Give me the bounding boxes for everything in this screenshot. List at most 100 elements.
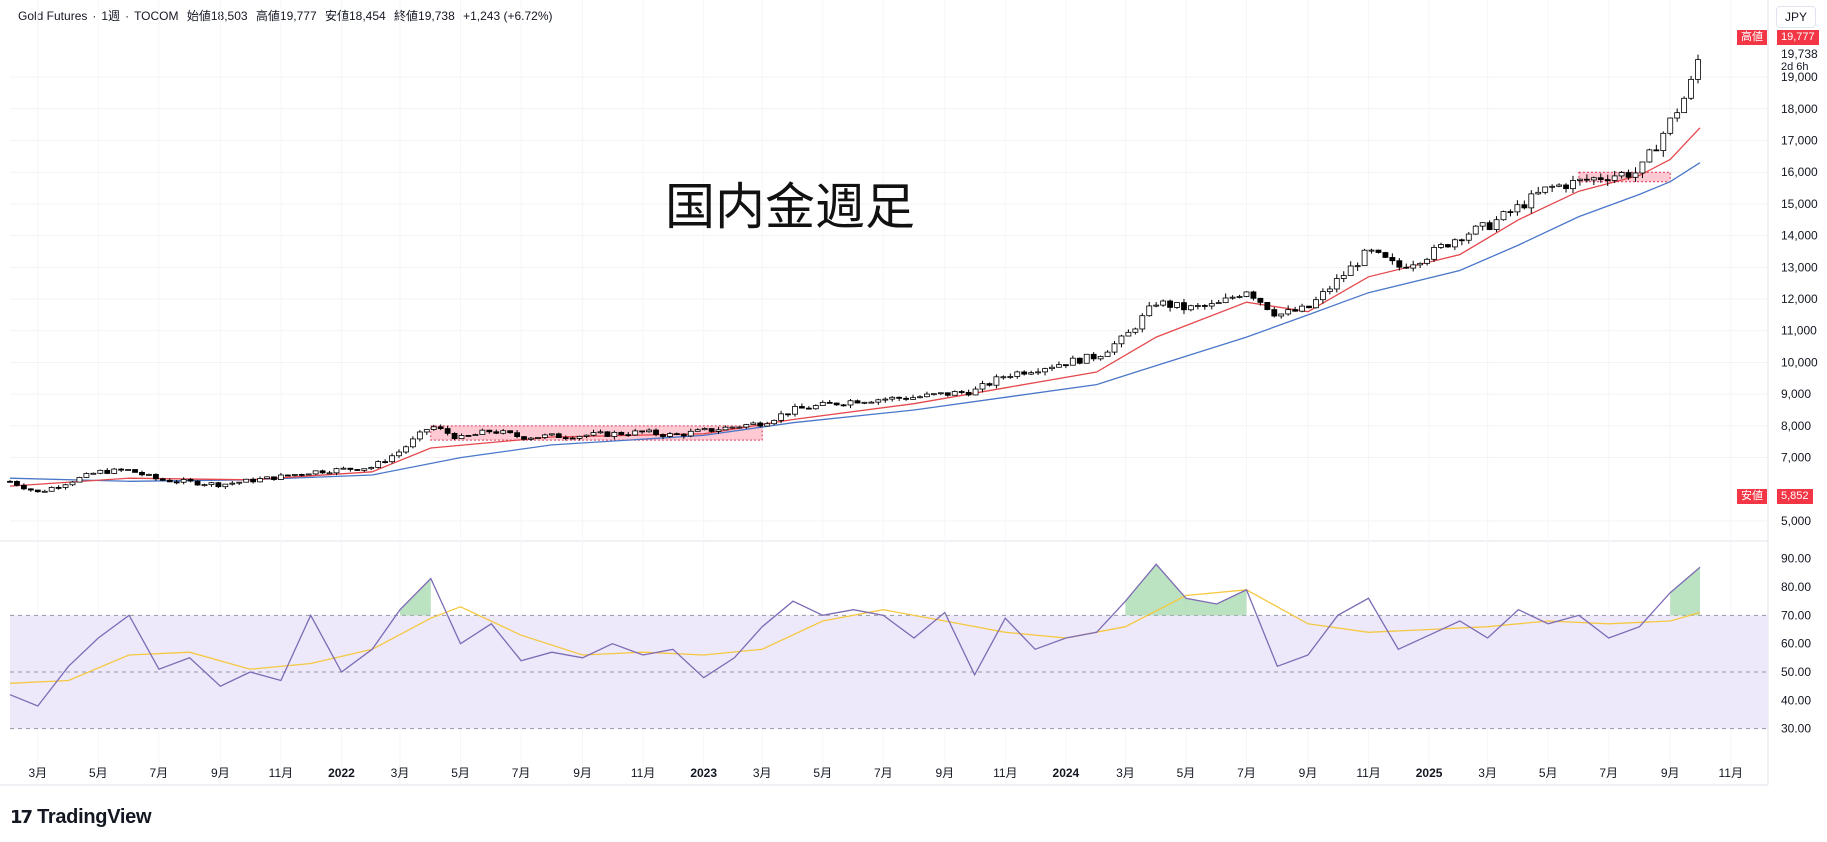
candle-body	[375, 461, 382, 468]
candle-body	[76, 477, 83, 483]
candle-body	[48, 487, 55, 492]
time-tick-label: 9月	[1661, 766, 1680, 780]
candle-body	[1403, 266, 1410, 269]
candle-body	[423, 429, 430, 433]
candle-body	[833, 402, 840, 406]
candle-body	[555, 433, 562, 438]
candle-body	[861, 401, 868, 404]
candle-body	[368, 467, 375, 470]
candle-body	[159, 478, 166, 481]
candle-body	[896, 396, 903, 399]
candle-body	[507, 430, 514, 434]
time-tick-label: 3月	[753, 766, 772, 780]
price-tick-label: 8,000	[1781, 419, 1811, 433]
time-tick-label: 5月	[813, 766, 832, 780]
candle-body	[1292, 309, 1299, 312]
candle-body	[444, 428, 451, 434]
candle-body	[430, 426, 437, 430]
candle-body	[576, 435, 583, 439]
time-tick-label: 11月	[1719, 766, 1743, 780]
currency-button[interactable]: JPY	[1776, 6, 1816, 28]
candle-body	[396, 451, 402, 457]
candle-body	[1278, 313, 1285, 317]
time-tick-label: 9月	[211, 766, 230, 780]
interval[interactable]: 1週	[101, 9, 121, 23]
candle-body	[1556, 184, 1562, 187]
candle-body	[500, 430, 507, 434]
candle-body	[14, 480, 20, 486]
candle-body	[382, 461, 389, 463]
candle-body	[1514, 204, 1521, 213]
time-tick-label: 5月	[1539, 766, 1558, 780]
candle-body	[715, 429, 722, 432]
candle-body	[1632, 172, 1639, 178]
candle-body	[340, 467, 347, 470]
candle-body	[951, 391, 958, 396]
candle-body	[458, 435, 465, 440]
candle-body	[548, 433, 555, 436]
candle-body	[278, 474, 284, 480]
rsi-tick-label: 60.00	[1781, 637, 1811, 651]
rsi-pane	[9, 563, 1768, 730]
time-tick-label: 3月	[1116, 766, 1135, 780]
candle-body	[222, 483, 229, 488]
candle-body	[680, 433, 687, 437]
candle-body	[1153, 304, 1160, 307]
candle-body	[1306, 305, 1312, 309]
candle-body	[736, 426, 743, 429]
candle-body	[1104, 351, 1111, 357]
candle-body	[243, 478, 250, 483]
candle-body	[451, 432, 458, 440]
tradingview-logo[interactable]: 𝟭𝟳 TradingView	[10, 806, 152, 829]
candle-body	[1097, 356, 1104, 360]
candle-body	[889, 396, 896, 400]
candle-body	[146, 473, 152, 476]
time-tick-label: 7月	[512, 766, 531, 780]
rsi-tick-label: 70.00	[1781, 608, 1811, 622]
symbol-name[interactable]: Gold Futures	[18, 9, 88, 23]
price-tick-label: 16,000	[1781, 165, 1818, 179]
candle-body	[1000, 376, 1007, 379]
time-tick-label: 3月	[1478, 766, 1497, 780]
candle-body	[1521, 204, 1528, 209]
candle-body	[250, 478, 257, 483]
candle-body	[764, 423, 771, 427]
candle-body	[125, 469, 131, 471]
candle-body	[1528, 193, 1535, 209]
candle-body	[993, 376, 1000, 386]
candle-body	[187, 479, 194, 482]
candle-body	[694, 429, 701, 432]
candle-body	[1042, 368, 1048, 373]
candle-body	[660, 434, 666, 437]
candle-body	[729, 426, 736, 429]
time-tick-label: 2025	[1416, 766, 1443, 780]
candle-body	[1264, 302, 1271, 310]
time-tick-label: 9月	[1299, 766, 1318, 780]
candle-body	[1181, 302, 1187, 311]
candle-body	[104, 469, 111, 474]
candle-body	[826, 401, 833, 404]
candle-body	[437, 426, 444, 429]
candle-body	[208, 482, 215, 486]
candle-body	[653, 429, 659, 435]
candle-body	[479, 429, 486, 435]
price-tick-label: 14,000	[1781, 229, 1818, 243]
candle-body	[632, 430, 639, 436]
candle-body	[625, 434, 632, 437]
candle-body	[152, 473, 159, 480]
candle-body	[236, 481, 243, 484]
candle-body	[27, 488, 34, 491]
high-label-tag: 高値	[1737, 30, 1767, 45]
candle-body	[562, 437, 569, 439]
candle-body	[701, 428, 708, 431]
grid	[0, 0, 1769, 786]
candle-body	[1056, 364, 1062, 368]
candle-body	[799, 406, 805, 409]
candle-body	[1493, 219, 1500, 230]
high-value-tag: 19,777	[1777, 30, 1819, 45]
time-tick-label: 2022	[328, 766, 355, 780]
candle-body	[583, 434, 590, 437]
candle-body	[972, 388, 979, 396]
candle-body	[271, 476, 277, 480]
